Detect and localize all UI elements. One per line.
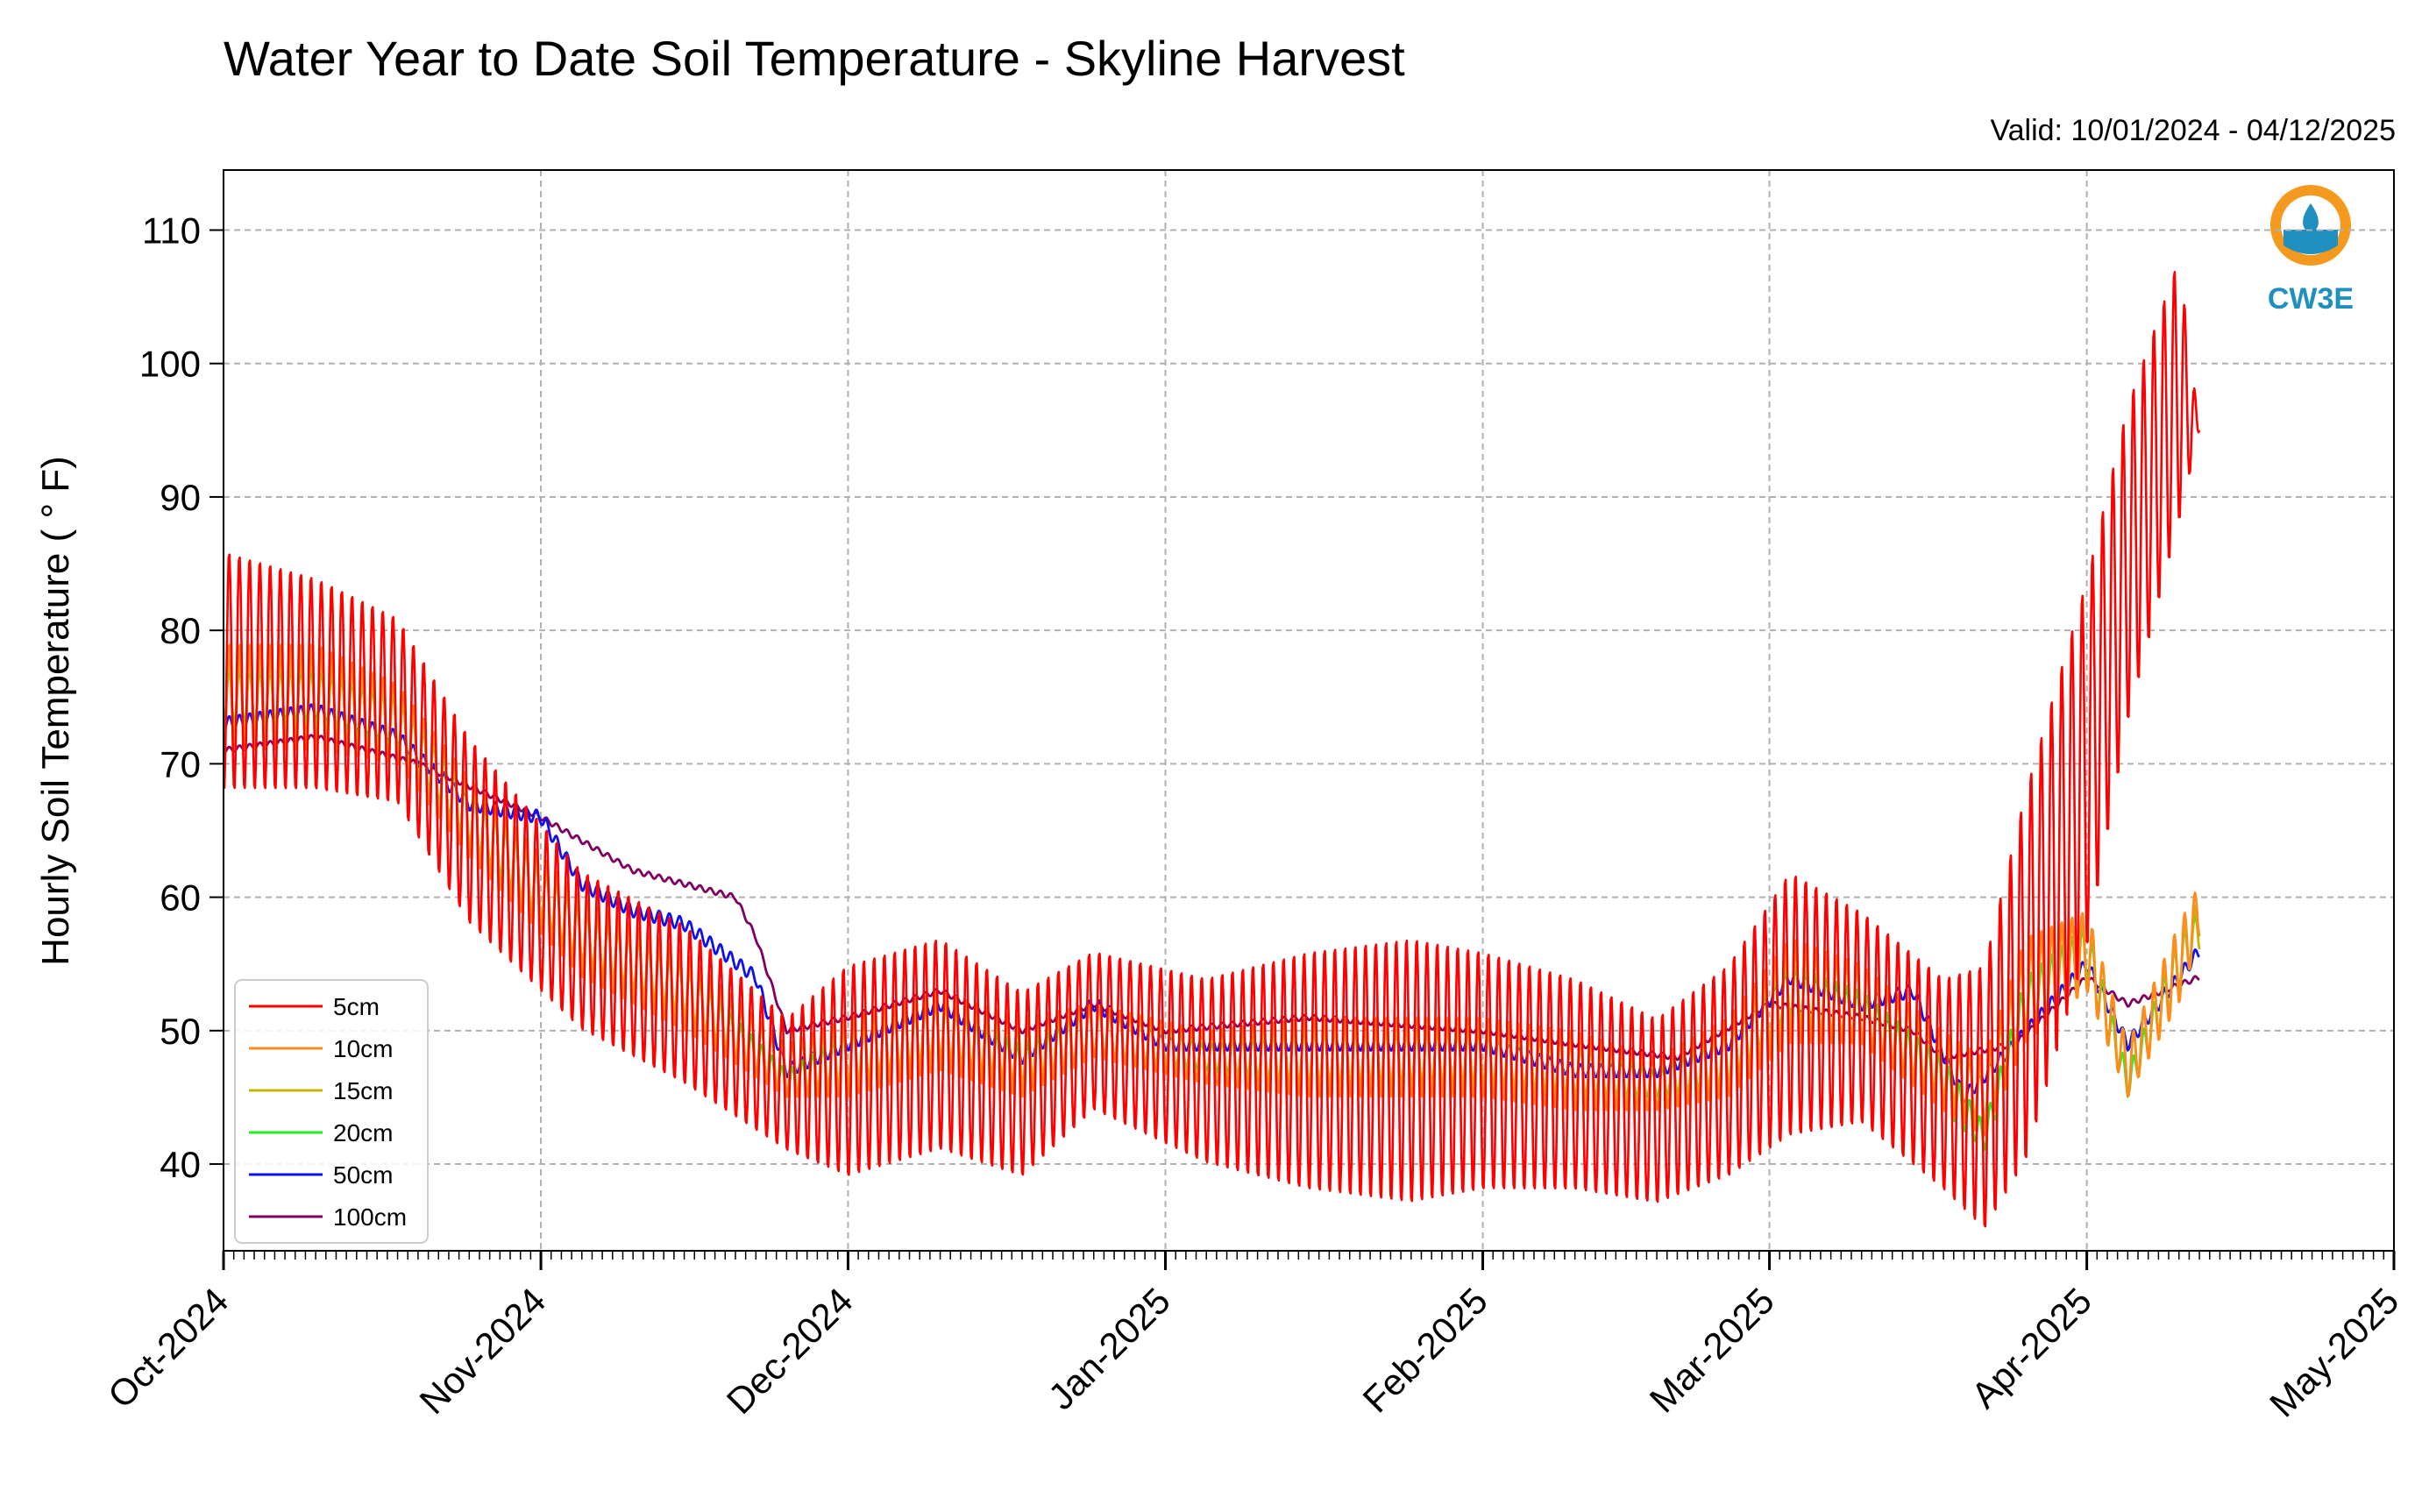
y-axis: 40 50 60 70 80 90 100 110 <box>139 210 224 1185</box>
x-tick-label: Feb-2025 <box>1355 1280 1495 1420</box>
y-tick-label: 110 <box>142 210 201 252</box>
x-tick-label: Apr-2025 <box>1964 1280 2099 1416</box>
y-tick-label: 100 <box>139 344 201 385</box>
y-tick-label: 80 <box>160 610 201 651</box>
x-tick-label: Oct-2024 <box>100 1280 236 1416</box>
legend-label: 20cm <box>333 1119 393 1146</box>
chart-title: Water Year to Date Soil Temperature - Sk… <box>224 31 1405 86</box>
series-line-5cm <box>222 271 2201 1228</box>
x-tick-label: Dec-2024 <box>719 1280 861 1422</box>
logo-wave-icon <box>2283 230 2338 254</box>
logo-drop-icon <box>2303 203 2319 232</box>
legend-box <box>234 979 429 1244</box>
legend-label: 5cm <box>333 993 380 1020</box>
legend-label: 15cm <box>333 1077 393 1104</box>
x-tick-label: Jan-2025 <box>1040 1280 1178 1417</box>
y-tick-label: 40 <box>160 1144 201 1185</box>
x-tick-label: Mar-2025 <box>1642 1280 1782 1420</box>
y-tick-label: 60 <box>160 877 201 919</box>
legend-label: 50cm <box>333 1161 393 1189</box>
legend: 5cm 10cm 15cm 20cm 50cm 100cm <box>234 979 429 1244</box>
series-group <box>222 271 2201 1228</box>
cw3e-logo: CW3E <box>2268 185 2354 316</box>
x-tick-label: May-2025 <box>2262 1280 2406 1424</box>
y-tick-label: 70 <box>160 743 201 784</box>
legend-label: 10cm <box>333 1035 393 1062</box>
y-axis-label: Hourly Soil Temperature ( ° F) <box>34 456 77 966</box>
x-axis: Oct-2024 Nov-2024 Dec-2024 Jan-2025 Feb-2025… <box>100 1251 2406 1424</box>
y-tick-label: 90 <box>160 477 201 518</box>
logo-text: CW3E <box>2268 282 2354 316</box>
x-tick-label: Nov-2024 <box>411 1280 553 1422</box>
valid-range: Valid: 10/01/2024 - 04/12/2025 <box>1990 114 2396 147</box>
y-tick-label: 50 <box>160 1011 201 1052</box>
legend-label: 100cm <box>333 1203 407 1231</box>
